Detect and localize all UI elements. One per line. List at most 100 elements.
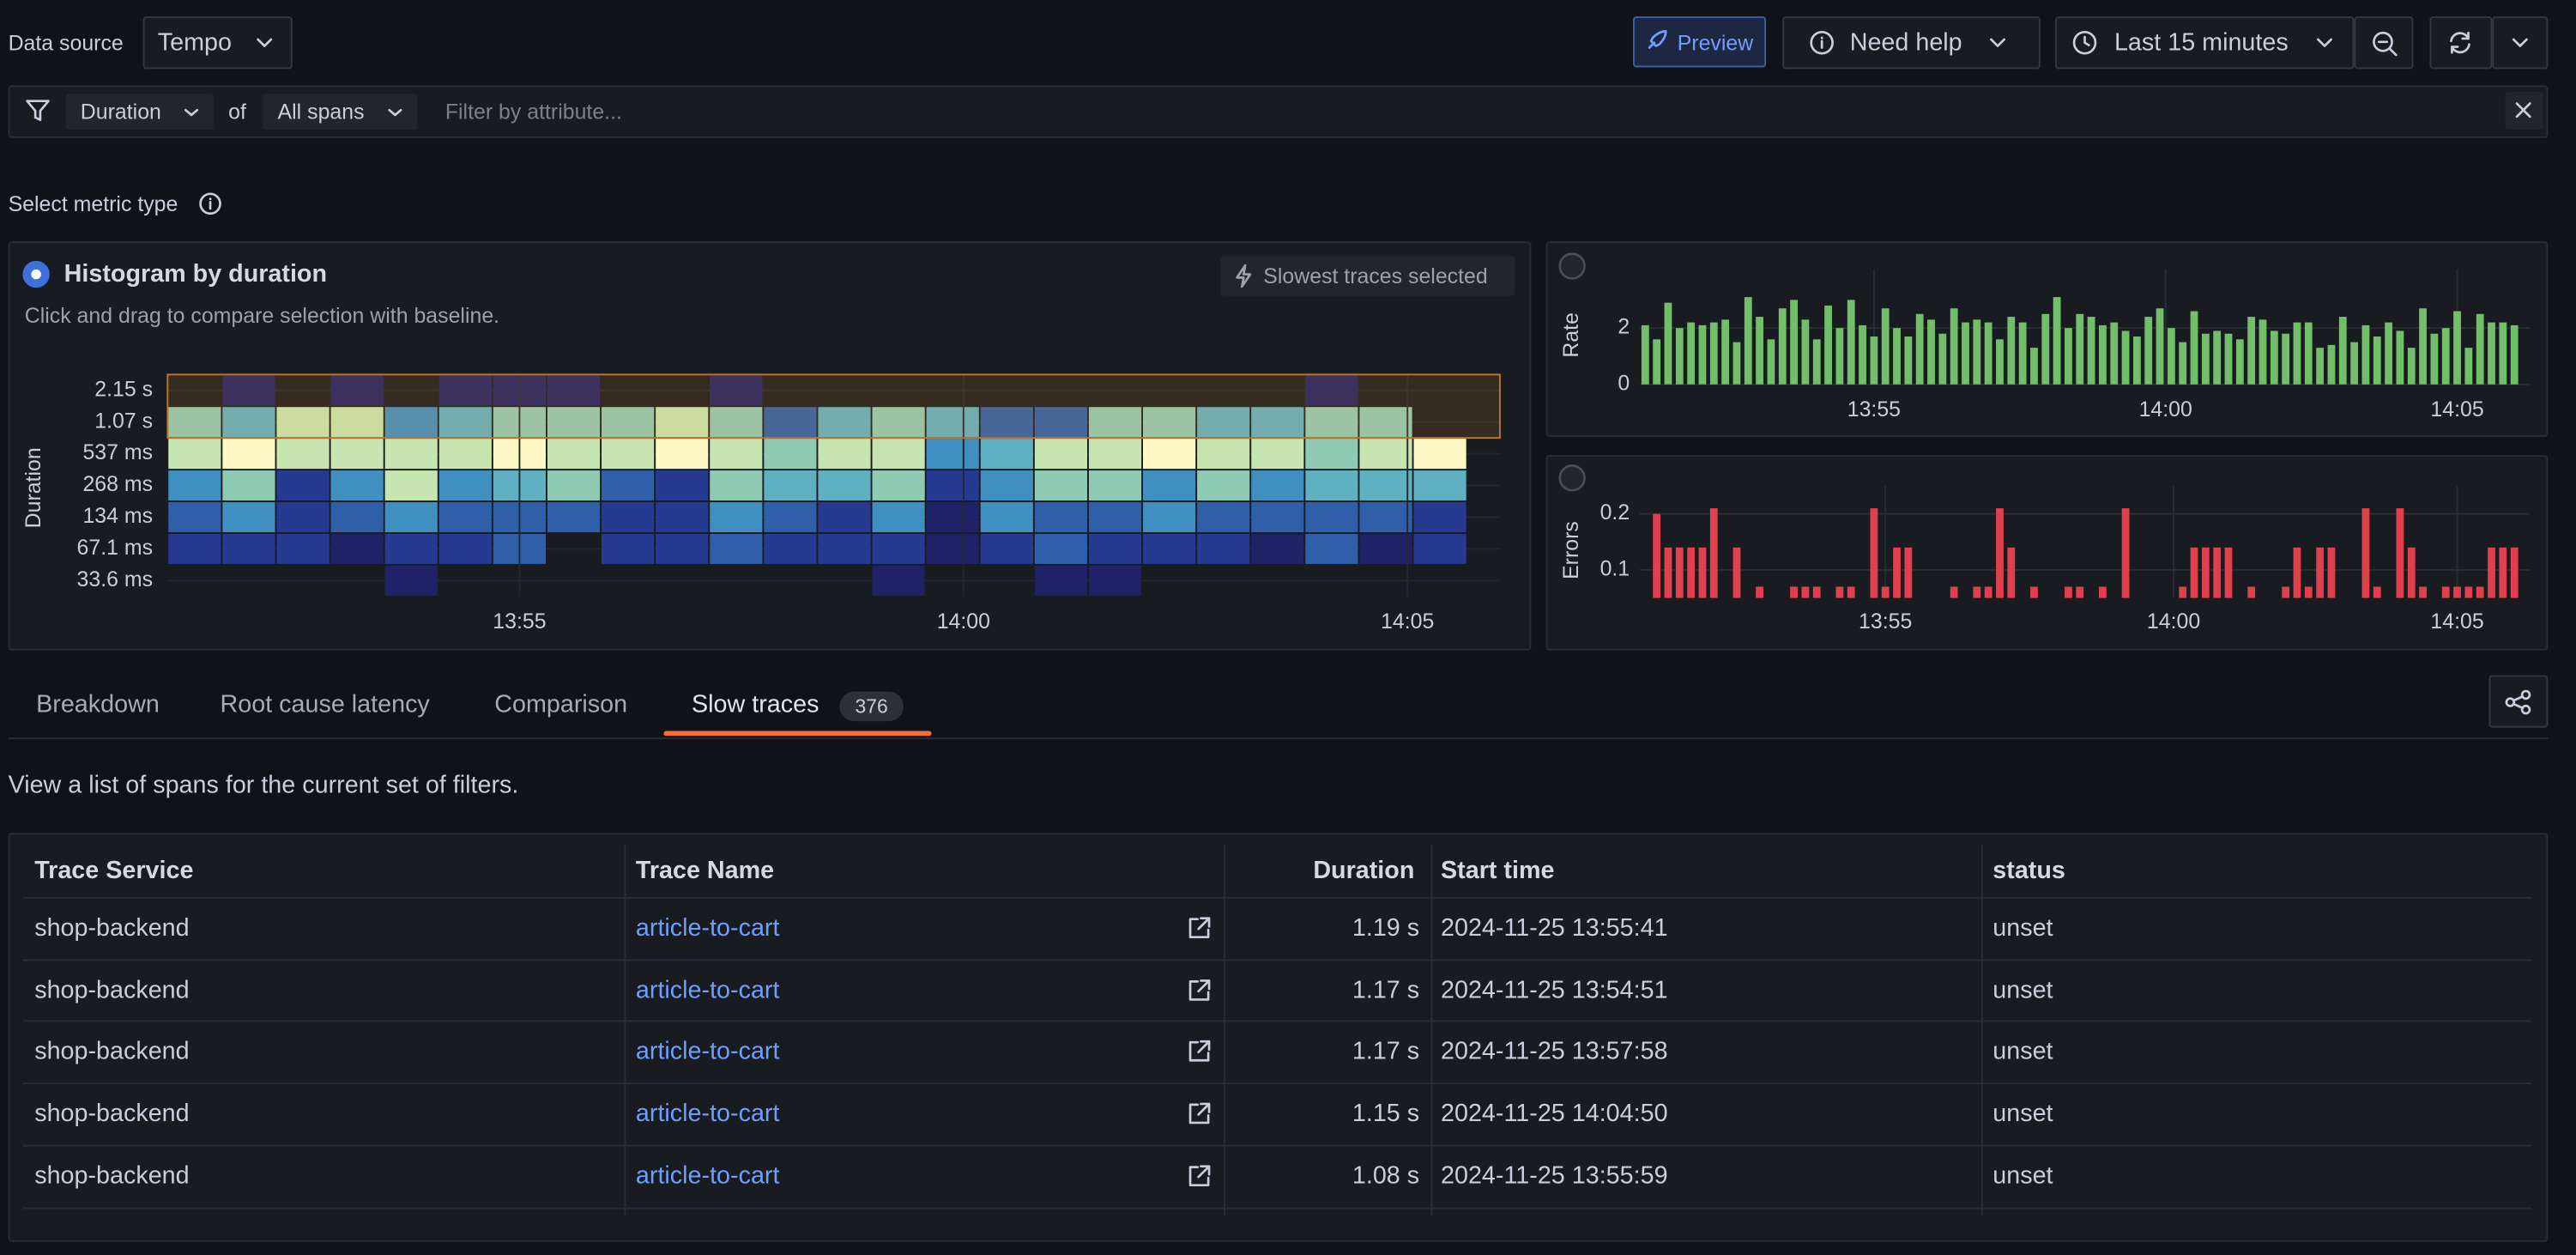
chevron bbox=[2317, 38, 2333, 47]
trace-link[interactable]: article-to-cart bbox=[635, 1038, 780, 1066]
heatmap-cell bbox=[1251, 566, 1303, 596]
y-tick-label: 2.15 s bbox=[94, 377, 153, 401]
close-icon bbox=[2515, 102, 2531, 118]
column-header[interactable]: Start time bbox=[1441, 856, 1555, 885]
bar bbox=[2407, 547, 2416, 598]
bar bbox=[1870, 508, 1878, 598]
data-source-value: Tempo bbox=[157, 28, 233, 58]
open-link-icon[interactable] bbox=[1188, 917, 1211, 940]
heatmap-cell bbox=[818, 407, 871, 438]
bar bbox=[1904, 547, 1913, 598]
bar bbox=[2190, 547, 2198, 598]
open-link-icon[interactable] bbox=[1188, 979, 1211, 1002]
bar bbox=[2304, 586, 2313, 598]
heatmap-cell bbox=[656, 470, 709, 501]
heatmap-cell bbox=[818, 501, 871, 533]
tab[interactable]: Root cause latency bbox=[220, 690, 430, 719]
info-icon bbox=[1810, 30, 1834, 55]
x-tick-label: 14:00 bbox=[2147, 609, 2200, 634]
x-tick-label: 13:55 bbox=[493, 609, 546, 634]
bar bbox=[1835, 586, 1844, 598]
tab-active[interactable]: Slow traces bbox=[692, 690, 819, 719]
row-divider bbox=[22, 1082, 2532, 1085]
heatmap-cell bbox=[168, 533, 221, 564]
heatmap-cell bbox=[1359, 407, 1412, 438]
heatmap-cell bbox=[1088, 533, 1142, 564]
radio-checked[interactable] bbox=[22, 260, 50, 288]
heatmap-cell bbox=[926, 470, 979, 501]
heatmap-cell bbox=[438, 470, 492, 501]
heatmap-cell bbox=[872, 439, 925, 470]
help-button[interactable] bbox=[1782, 16, 2041, 70]
heatmap-cell bbox=[168, 566, 221, 596]
heatmap-cell bbox=[222, 439, 275, 470]
bar bbox=[2235, 339, 2244, 385]
bar bbox=[2076, 313, 2084, 385]
column-header[interactable]: status bbox=[1992, 856, 2065, 885]
heatmap-cell bbox=[764, 533, 817, 564]
trace-link[interactable]: article-to-cart bbox=[635, 1100, 780, 1128]
open-link-icon[interactable] bbox=[1188, 1102, 1211, 1125]
column-header[interactable]: Duration bbox=[1313, 856, 1415, 885]
refresh-button[interactable] bbox=[2429, 16, 2493, 70]
heatmap-cell bbox=[1088, 470, 1142, 501]
y-axis-label: Errors bbox=[1559, 521, 1583, 579]
heatmap-cell bbox=[1413, 470, 1466, 501]
tab[interactable]: Breakdown bbox=[36, 690, 160, 719]
histogram-title: Histogram by duration bbox=[63, 260, 328, 288]
column-header[interactable]: Trace Service bbox=[34, 856, 194, 885]
open-link-icon[interactable] bbox=[1188, 1164, 1211, 1187]
filter-input[interactable]: Filter by attribute... bbox=[444, 99, 622, 124]
trace-link[interactable]: article-to-cart bbox=[635, 976, 780, 1004]
heatmap-cell bbox=[980, 407, 1033, 438]
scope-value: All spans bbox=[277, 99, 365, 124]
info-icon bbox=[199, 192, 221, 215]
heatmap-cell bbox=[1197, 501, 1250, 533]
refresh-menu[interactable] bbox=[2492, 16, 2549, 70]
heatmap-cell bbox=[330, 439, 384, 470]
heatmap-cell bbox=[547, 470, 601, 501]
heatmap-cell bbox=[330, 375, 384, 406]
bar bbox=[2007, 317, 2016, 385]
heatmap-cell bbox=[439, 566, 492, 596]
trace-link[interactable]: article-to-cart bbox=[635, 913, 780, 943]
radio[interactable] bbox=[1558, 464, 1586, 492]
bar bbox=[2510, 547, 2519, 598]
bar bbox=[1847, 300, 1855, 385]
heatmap-cell bbox=[1143, 566, 1195, 596]
heatmap-cell bbox=[980, 470, 1033, 501]
y-axis-label: Rate bbox=[1559, 312, 1583, 358]
open-link-icon[interactable] bbox=[1188, 1040, 1211, 1064]
tab[interactable]: Comparison bbox=[494, 690, 628, 719]
bar bbox=[2201, 547, 2210, 598]
column-divider bbox=[1224, 844, 1226, 1216]
rocket-icon bbox=[1648, 30, 1667, 49]
bar bbox=[1778, 308, 1787, 385]
preview-button[interactable] bbox=[1633, 16, 1767, 68]
bar bbox=[1732, 342, 1741, 385]
bar bbox=[2167, 328, 2175, 385]
share-button[interactable] bbox=[2488, 675, 2549, 728]
heatmap-cell bbox=[927, 566, 979, 596]
bar bbox=[1973, 319, 1981, 385]
table-cell: 2024-11-25 13:54:51 bbox=[1441, 976, 1668, 1004]
y-tick-label: 2 bbox=[1618, 315, 1630, 339]
bar bbox=[2099, 324, 2107, 385]
bar bbox=[2179, 586, 2187, 598]
trace-link[interactable]: article-to-cart bbox=[635, 1161, 780, 1191]
bar bbox=[2030, 586, 2038, 598]
bar bbox=[1653, 339, 1661, 385]
bar bbox=[2441, 328, 2450, 385]
heatmap-cell bbox=[276, 470, 330, 501]
radio[interactable] bbox=[1558, 252, 1586, 280]
heatmap-cell bbox=[1197, 407, 1250, 438]
bar bbox=[2304, 322, 2313, 385]
bar bbox=[2121, 330, 2130, 385]
heatmap-cell bbox=[602, 470, 655, 501]
time-picker[interactable] bbox=[2055, 16, 2355, 70]
bar bbox=[2373, 336, 2381, 385]
bar bbox=[2213, 330, 2222, 385]
bar bbox=[2419, 308, 2427, 385]
column-header[interactable]: Trace Name bbox=[635, 856, 775, 885]
bar bbox=[1801, 586, 1810, 598]
